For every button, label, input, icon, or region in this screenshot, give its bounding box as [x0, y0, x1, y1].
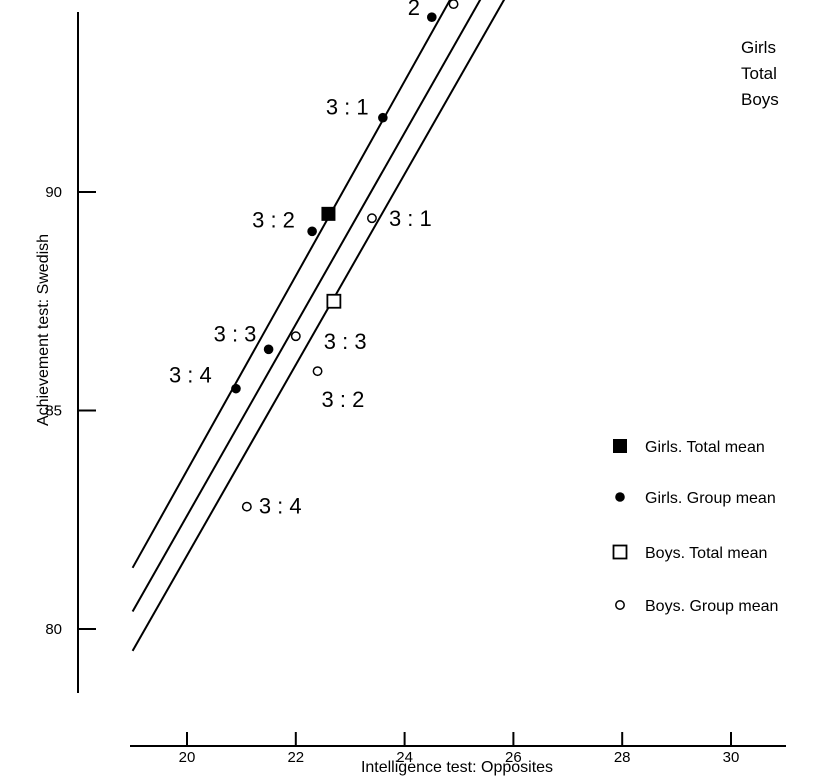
x-tick-label: 22 — [287, 749, 304, 766]
point-label: 3 : 2 — [322, 387, 365, 412]
x-tick-label: 20 — [179, 749, 196, 766]
legend-label: Boys. Group mean — [645, 598, 778, 615]
line-label-total: Total — [741, 64, 777, 83]
line-label-boys: Boys — [741, 90, 779, 109]
x-ticks: 20 22 24 26 28 30 — [179, 732, 740, 766]
point-filled-circle — [427, 12, 437, 22]
legend-label: Girls. Total mean — [645, 439, 765, 456]
point-label: 3 : 2 — [252, 207, 295, 232]
legend-marker-open-circle — [615, 600, 625, 610]
legend-marker-open-square — [612, 544, 628, 560]
axes — [77, 12, 786, 747]
point-label: 3 : 4 — [169, 363, 212, 388]
point-label: 3 : 3 — [214, 321, 257, 346]
point-open-circle — [448, 0, 459, 10]
legend-label: Boys. Total mean — [645, 545, 767, 562]
point-open-circle — [367, 213, 377, 224]
point-filled-circle — [231, 383, 241, 394]
x-axis-title: Intelligence test: Opposites — [361, 759, 553, 776]
point-open-circle — [241, 501, 252, 512]
point-label: 3 : 1 — [389, 206, 432, 231]
point-labels: 123 : 13 : 23 : 33 : 4123 : 13 : 23 : 33… — [169, 0, 432, 519]
point-filled-circle — [307, 226, 317, 237]
legend-marker-filled-square — [613, 439, 627, 453]
point-filled-circle — [378, 112, 388, 123]
point-open-circle — [290, 331, 301, 342]
x-tick-label: 24 — [396, 749, 413, 766]
point-open-square — [326, 293, 342, 309]
point-label: 2 — [408, 0, 420, 20]
y-ticks: 80859095100105 — [45, 184, 96, 638]
point-label: 3 : 1 — [326, 95, 369, 120]
data-points — [231, 0, 459, 512]
y-tick-label: 85 — [45, 403, 62, 420]
point-filled-circle — [263, 344, 274, 355]
y-tick-label: 80 — [45, 621, 62, 638]
legend-marker-filled-circle — [615, 492, 625, 502]
x-tick-label: 26 — [505, 749, 522, 766]
point-label: 3 : 3 — [324, 329, 367, 354]
point-filled-square — [321, 206, 336, 221]
legend: Girls. Total mean Girls. Group mean Boys. … — [612, 439, 778, 615]
legend-label: Girls. Group mean — [645, 490, 776, 507]
regression-line-boys — [131, 0, 506, 652]
point-open-circle — [312, 366, 323, 377]
point-label: 3 : 4 — [259, 494, 302, 519]
y-axis-title: Achievement test: Swedish — [35, 234, 52, 426]
x-tick-label: 30 — [723, 749, 740, 766]
line-label-girls: Girls — [741, 38, 776, 57]
x-tick-label: 28 — [614, 749, 631, 766]
y-tick-label: 90 — [45, 184, 62, 201]
regression-line-total — [131, 0, 482, 613]
